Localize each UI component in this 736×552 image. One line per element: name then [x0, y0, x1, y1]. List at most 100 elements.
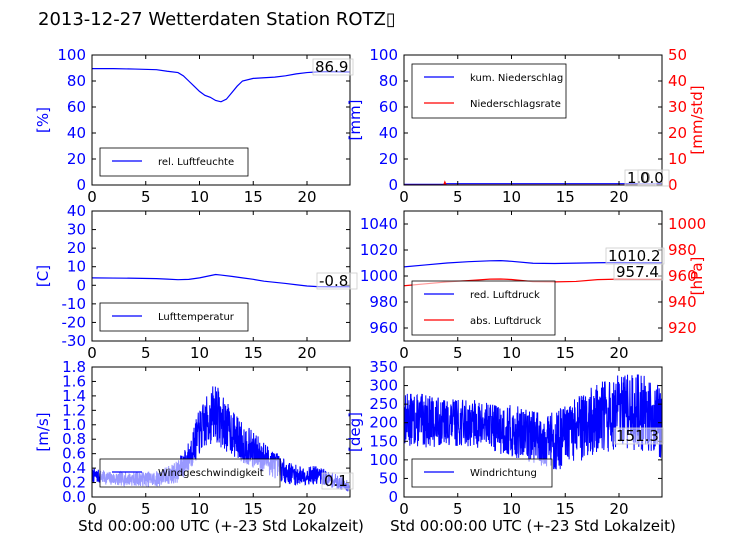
value-annotation-box — [637, 169, 670, 187]
value-annotation: 0.0 — [640, 169, 664, 187]
x-axis-label: Std 00:00:00 UTC (+-23 Std Lokalzeit) — [390, 517, 676, 535]
y-tick-label: 40 — [67, 124, 86, 142]
value-annotation-box — [613, 427, 664, 445]
legend-box — [99, 302, 249, 332]
x-tick-label: 10 — [502, 344, 521, 362]
page-title: 2013-12-27 Wetterdaten Station ROTZ▯ — [38, 9, 396, 30]
y-tick-label: 0 — [388, 176, 398, 194]
x-tick-label: 20 — [609, 188, 628, 206]
chart-panel-1: 0 5 10 15 20 0 20 40 60 80 100 [%] 86.9 rel. Luftfeuc… — [34, 46, 354, 206]
y2-tick-label: 940 — [668, 293, 697, 311]
y-tick-label: 200 — [369, 414, 398, 432]
y2-tick-label: 1000 — [668, 215, 706, 233]
y2-axis-label: [mm/std] — [688, 85, 706, 154]
y-tick-label: 0.0 — [62, 488, 86, 506]
y-tick-label: 300 — [369, 377, 398, 395]
x-tick-label: 5 — [141, 188, 151, 206]
legend-box — [411, 458, 553, 488]
x-tick-label: 5 — [453, 188, 463, 206]
x-axis-label: Std 00:00:00 UTC (+-23 Std Lokalzeit) — [78, 517, 364, 535]
y-tick-label: -30 — [62, 332, 87, 350]
x-tick-label: 5 — [453, 344, 463, 362]
x-tick-label: 0 — [87, 500, 97, 518]
y-tick-label: 40 — [379, 124, 398, 142]
x-tick-label: 0 — [87, 344, 97, 362]
chart-panel-5: 0 5 10 15 20 0.00.20.40.60.81.01.21.41.61.8 [m… — [34, 358, 364, 535]
y-tick-label: -20 — [62, 313, 87, 331]
x-tick-label: 20 — [297, 500, 316, 518]
y-tick-label: 0 — [76, 176, 86, 194]
x-tick-label: 5 — [453, 500, 463, 518]
value-annotation: 86.9 — [315, 58, 348, 76]
y-tick-label: -10 — [62, 295, 87, 313]
y2-tick-label: 20 — [668, 124, 687, 142]
x-tick-label: 20 — [297, 344, 316, 362]
chart-panel-4: 0 5 10 15 20 960 980 1000 1020 1040 920 940 960 980 10… — [360, 210, 706, 362]
y-tick-label: 40 — [67, 202, 86, 220]
y-tick-label: 30 — [67, 221, 86, 239]
legend-label: Lufttemperatur — [158, 312, 235, 323]
x-tick-label: 5 — [141, 344, 151, 362]
y-tick-label: 1.0 — [62, 416, 86, 434]
y-axis-label: [%] — [34, 107, 52, 133]
legend-label: rel. Luftfeuchte — [158, 157, 234, 168]
series-line-1 — [92, 273, 350, 288]
y2-tick-label: 0 — [668, 176, 678, 194]
x-tick-label: 10 — [502, 500, 521, 518]
legend-label: Windgeschwindigkeit — [158, 468, 264, 479]
legend-box — [411, 280, 556, 336]
chart-panel-2: 0 5 10 15 20 0 20 40 60 80 100 0 10 20 30 40 50 [mm] [mm/s… — [346, 46, 706, 206]
y-tick-label: 100 — [57, 46, 86, 64]
y-tick-label: 20 — [67, 239, 86, 257]
y-tick-label: 80 — [67, 72, 86, 90]
y-tick-label: 50 — [379, 469, 398, 487]
x-tick-label: 15 — [244, 188, 263, 206]
y-axis-label: [mm] — [346, 100, 364, 141]
value-annotation-box — [312, 58, 354, 76]
y2-tick-label: 920 — [668, 319, 697, 337]
x-tick-label: 15 — [556, 500, 575, 518]
value-annotation: -0.8 — [319, 272, 348, 290]
x-tick-label: 15 — [244, 500, 263, 518]
y-tick-label: 20 — [67, 150, 86, 168]
y-tick-label: 960 — [369, 319, 398, 337]
legend-label: kum. Niederschlag — [470, 73, 563, 84]
y2-tick-label: 40 — [668, 72, 687, 90]
y-tick-label: 1040 — [360, 215, 398, 233]
y-tick-label: 60 — [67, 98, 86, 116]
series-line-1 — [404, 183, 662, 185]
x-tick-label: 15 — [244, 344, 263, 362]
value-annotation-box — [321, 472, 354, 490]
y-tick-label: 0.8 — [62, 430, 86, 448]
y-tick-label: 80 — [379, 72, 398, 90]
y-tick-label: 0.6 — [62, 445, 86, 463]
y2-tick-label: 960 — [668, 267, 697, 285]
legend-box — [99, 458, 281, 488]
y-tick-label: 0 — [76, 276, 86, 294]
y-tick-label: 1.6 — [62, 372, 86, 390]
legend-label: Niederschlagsrate — [470, 99, 561, 110]
legend-label: Windrichtung — [470, 468, 537, 479]
y-tick-label: 1.2 — [62, 401, 86, 419]
y-tick-label: 1.8 — [62, 358, 86, 376]
y-tick-label: 60 — [379, 98, 398, 116]
legend-label: red. Luftdruck — [470, 290, 540, 301]
y-tick-label: 150 — [369, 432, 398, 450]
legend-label: abs. Luftdruck — [470, 316, 541, 327]
x-tick-label: 10 — [190, 500, 209, 518]
y-tick-label: 0.4 — [62, 459, 86, 477]
y-tick-label: 100 — [369, 46, 398, 64]
y-axis-label: [m/s] — [34, 412, 52, 451]
legend-box — [411, 63, 567, 119]
x-tick-label: 0 — [399, 344, 409, 362]
y-tick-label: 1020 — [360, 241, 398, 259]
value-annotation-box — [316, 272, 358, 290]
x-tick-label: 0 — [399, 500, 409, 518]
y-tick-label: 0.2 — [62, 474, 86, 492]
plot-frame — [91, 54, 351, 186]
x-tick-label: 20 — [609, 500, 628, 518]
y2-tick-label: 50 — [668, 46, 687, 64]
plot-frame — [91, 366, 351, 498]
x-tick-label: 20 — [609, 344, 628, 362]
